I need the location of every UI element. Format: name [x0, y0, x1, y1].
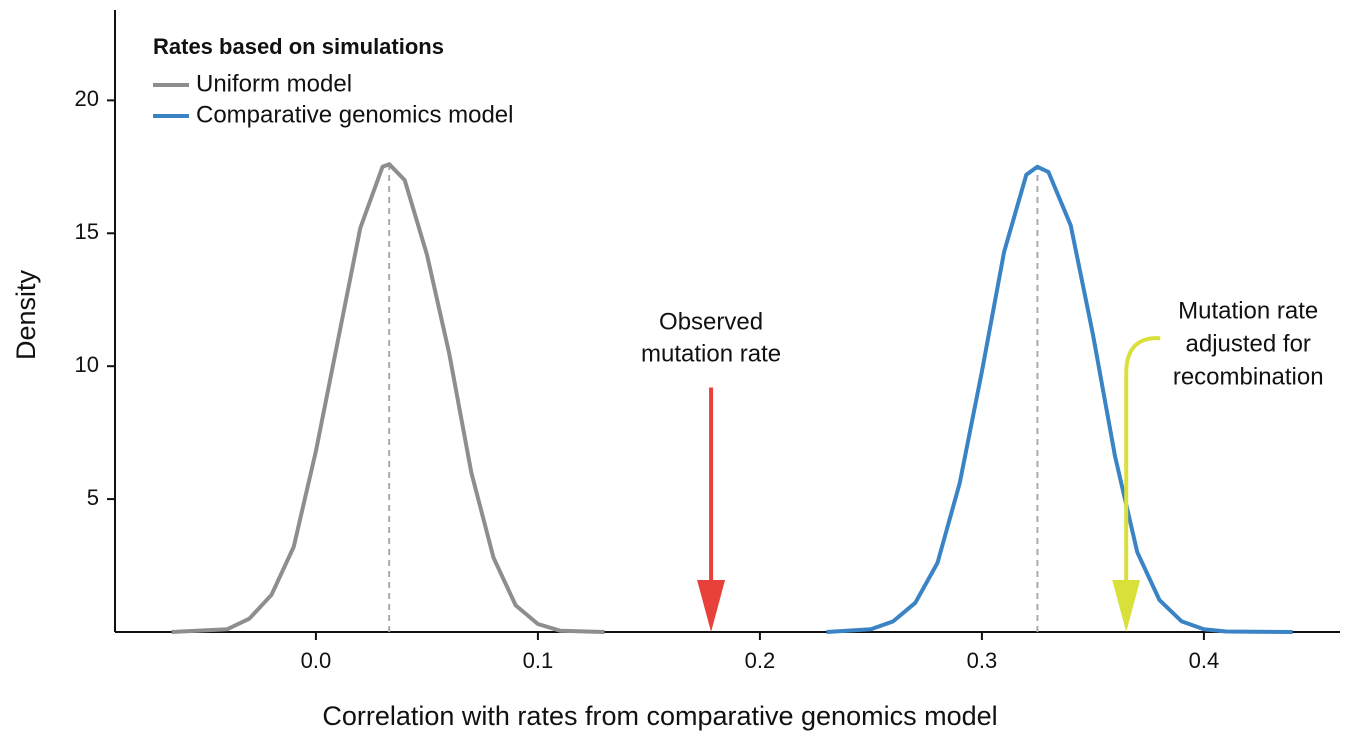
annotation-text: recombination	[1173, 363, 1324, 390]
y-tick-label: 10	[75, 352, 99, 377]
x-tick-label: 0.2	[745, 648, 776, 673]
annotation-text: Mutation rate	[1178, 297, 1318, 324]
annotation-text: Observed	[659, 308, 763, 335]
y-tick-label: 20	[75, 86, 99, 111]
legend-label: Uniform model	[196, 70, 352, 97]
x-axis-title: Correlation with rates from comparative …	[322, 701, 997, 731]
y-axis-title: Density	[11, 269, 41, 360]
density-curve	[826, 164, 1293, 634]
y-tick-label: 5	[87, 485, 99, 510]
x-tick-label: 0.3	[967, 648, 998, 673]
x-tick-label: 0.1	[523, 648, 554, 673]
x-tick-label: 0.4	[1189, 648, 1220, 673]
x-tick-label: 0.0	[301, 648, 332, 673]
arrow-head	[1112, 580, 1141, 632]
legend-label: Comparative genomics model	[196, 101, 513, 128]
annotation-text: mutation rate	[641, 340, 781, 367]
annotation-arrow	[1124, 336, 1161, 580]
density-curve	[171, 162, 605, 634]
annotation-text: adjusted for	[1186, 330, 1311, 357]
y-tick-label: 15	[75, 219, 99, 244]
arrow-head	[697, 580, 726, 632]
legend-title: Rates based on simulations	[153, 34, 444, 59]
